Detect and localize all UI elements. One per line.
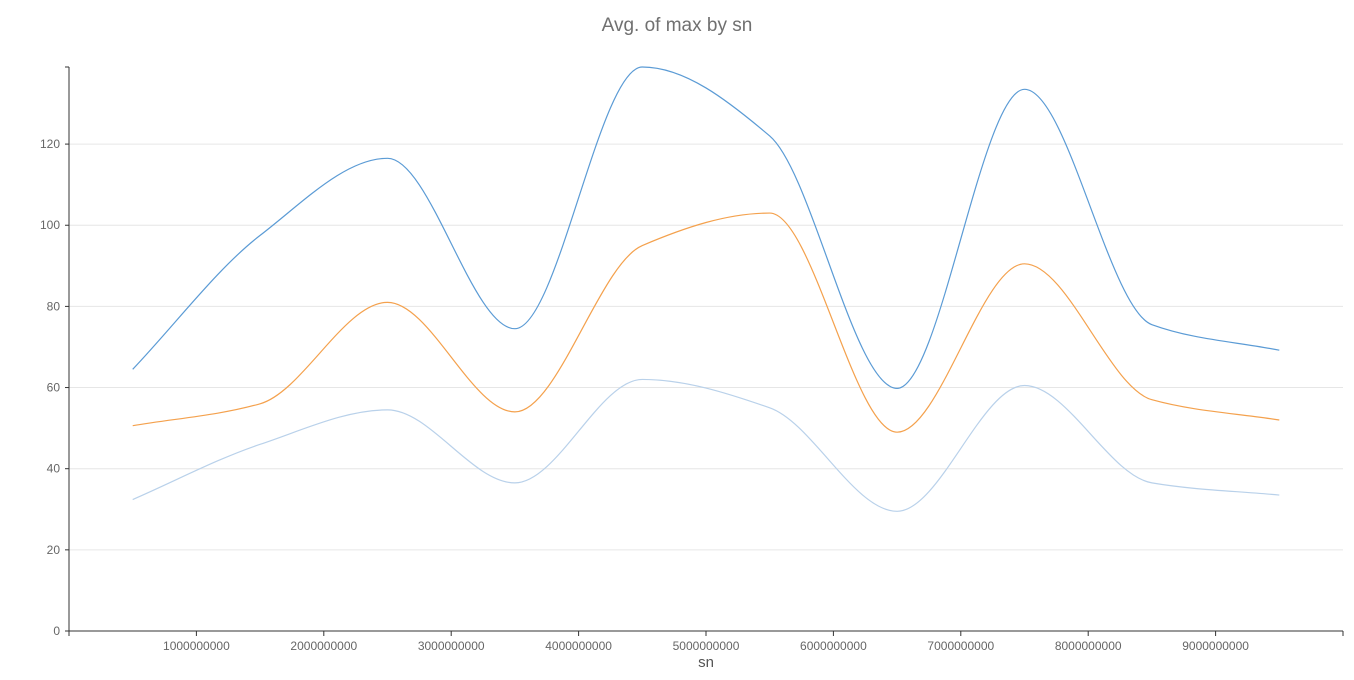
x-tick-label: 5000000000 bbox=[673, 639, 740, 653]
y-tick-label: 80 bbox=[47, 299, 61, 313]
x-tick-label: 7000000000 bbox=[927, 639, 994, 653]
x-tick-label: 3000000000 bbox=[418, 639, 485, 653]
x-tick-label: 9000000000 bbox=[1182, 639, 1249, 653]
x-tick-label: 6000000000 bbox=[800, 639, 867, 653]
x-axis-label: sn bbox=[698, 654, 714, 671]
y-tick-label: 120 bbox=[40, 137, 60, 151]
gridlines bbox=[69, 143, 1343, 551]
x-tick-label: 8000000000 bbox=[1055, 639, 1122, 653]
axes bbox=[65, 66, 1344, 636]
y-ticks: 0 20 40 60 80 100 120 bbox=[40, 137, 69, 638]
y-tick-label: 40 bbox=[47, 462, 61, 476]
x-tick-label: 4000000000 bbox=[545, 639, 612, 653]
y-tick-label: 0 bbox=[53, 624, 60, 638]
series-line-3 bbox=[132, 378, 1280, 512]
y-tick-label: 60 bbox=[47, 381, 61, 395]
x-tick-label: 2000000000 bbox=[290, 639, 357, 653]
series-lines bbox=[132, 66, 1280, 512]
y-tick-label: 100 bbox=[40, 218, 60, 232]
series-line-2 bbox=[132, 212, 1280, 433]
x-ticks: 1000000000 2000000000 3000000000 4000000000… bbox=[163, 631, 1249, 653]
x-tick-label: 1000000000 bbox=[163, 639, 230, 653]
chart-title: Avg. of max by sn bbox=[601, 15, 753, 36]
series-line-1 bbox=[132, 66, 1280, 389]
y-tick-label: 20 bbox=[47, 543, 61, 557]
